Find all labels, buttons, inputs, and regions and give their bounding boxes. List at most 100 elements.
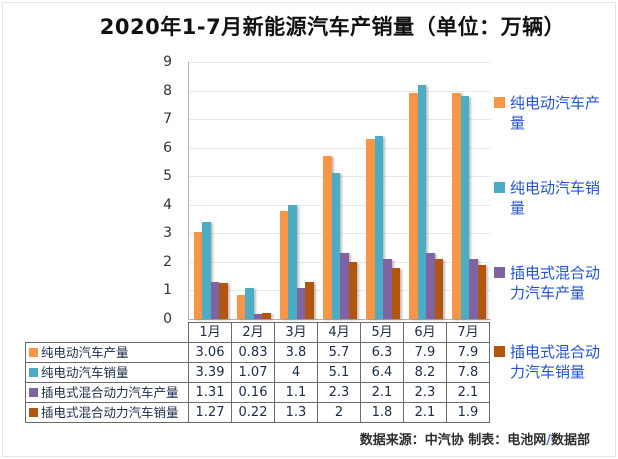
slash-separator: / bbox=[546, 433, 551, 448]
value-cell: 3.8 bbox=[274, 342, 318, 363]
month-header-cell: 7月 bbox=[446, 322, 490, 343]
y-tick-label-8: 8 bbox=[163, 82, 172, 99]
value-cell: 4 bbox=[274, 362, 318, 383]
legend-swatch-icon bbox=[494, 267, 505, 278]
source-note: 数据来源：中汽协 制表：电池网/数据部 bbox=[360, 429, 590, 448]
month-header-cell: 6月 bbox=[403, 322, 447, 343]
legend-label: 插电式混合动力汽车销量 bbox=[510, 343, 601, 381]
value-cell: 5.1 bbox=[317, 362, 361, 383]
bar-series2-month1 bbox=[202, 222, 211, 319]
legend-swatch-icon bbox=[494, 346, 505, 357]
gridline-y5 bbox=[189, 176, 491, 178]
value-cell: 6.3 bbox=[360, 342, 404, 363]
value-cell: 2.3 bbox=[403, 382, 447, 403]
bar-series1-month4 bbox=[323, 156, 332, 319]
series-name: 纯电动汽车产量 bbox=[41, 345, 129, 360]
gridline-y6 bbox=[189, 147, 491, 149]
legend-label: 纯电动汽车销量 bbox=[510, 179, 601, 217]
bar-series1-month5 bbox=[366, 139, 375, 319]
table-row: 插电式混合动力汽车销量 1.27 0.22 1.3 2 1.8 2.1 1.9 bbox=[25, 402, 490, 423]
gridline-y7 bbox=[189, 119, 491, 121]
value-cell: 1.27 bbox=[188, 402, 232, 423]
legend-item-1: 纯电动汽车产量 bbox=[494, 93, 616, 133]
bar-series4-month6 bbox=[434, 259, 444, 319]
legend-swatch-icon bbox=[494, 97, 505, 108]
value-cell: 1.07 bbox=[231, 362, 275, 383]
series-name: 纯电动汽车销量 bbox=[41, 365, 129, 380]
bar-series2-month5 bbox=[374, 136, 384, 319]
bar-series3-month2 bbox=[253, 314, 263, 319]
bar-series3-month3 bbox=[296, 287, 306, 319]
bar-series4-month1 bbox=[219, 282, 228, 319]
bar-series1-month1 bbox=[193, 231, 203, 319]
bar-series2-month2 bbox=[245, 288, 254, 319]
series-swatch-icon bbox=[29, 348, 38, 357]
series-label-cell: 插电式混合动力汽车销量 bbox=[25, 402, 189, 423]
gridline-y9 bbox=[189, 62, 491, 63]
bar-series4-month7 bbox=[477, 264, 487, 319]
value-cell: 1.9 bbox=[446, 402, 490, 423]
table-row: 插电式混合动力汽车产量 1.31 0.16 1.1 2.3 2.1 2.3 2.1 bbox=[25, 382, 490, 403]
series-swatch-icon bbox=[29, 368, 38, 377]
y-tick-label-9: 9 bbox=[163, 54, 172, 70]
bar-series3-month6 bbox=[426, 253, 435, 319]
bar-series3-month5 bbox=[383, 259, 392, 319]
value-cell: 2.3 bbox=[317, 382, 361, 403]
bar-series3-month7 bbox=[469, 259, 478, 319]
month-header-cell: 4月 bbox=[317, 322, 361, 343]
value-cell: 1.1 bbox=[274, 382, 318, 403]
bar-series4-month5 bbox=[391, 267, 401, 319]
table-header-row: 1月 2月 3月 4月 5月 6月 7月 bbox=[26, 322, 490, 343]
series-name: 插电式混合动力汽车产量 bbox=[41, 385, 179, 400]
bar-series3-month4 bbox=[340, 253, 349, 319]
value-cell: 3.39 bbox=[188, 362, 232, 383]
bar-series2-month4 bbox=[331, 173, 340, 319]
month-header-cell: 2月 bbox=[231, 322, 275, 343]
table-row: 纯电动汽车销量 3.39 1.07 4 5.1 6.4 8.2 7.8 bbox=[25, 362, 490, 383]
bar-series1-month6 bbox=[409, 93, 418, 319]
table-blank-corner bbox=[26, 323, 189, 343]
bar-series1-month2 bbox=[236, 295, 246, 319]
plot-area bbox=[188, 62, 491, 320]
y-tick-label-5: 5 bbox=[163, 168, 172, 185]
legend-item-3: 插电式混合动力汽车产量 bbox=[494, 263, 616, 303]
bar-series4-month2 bbox=[262, 312, 271, 319]
value-cell: 3.06 bbox=[188, 342, 232, 363]
value-cell: 1.8 bbox=[360, 402, 404, 423]
legend-label: 纯电动汽车产量 bbox=[510, 94, 601, 132]
month-header-cell: 5月 bbox=[360, 322, 404, 343]
value-cell: 5.7 bbox=[317, 342, 361, 363]
value-cell: 7.9 bbox=[403, 342, 447, 363]
value-cell: 1.3 bbox=[274, 402, 318, 423]
y-tick-label-0: 0 bbox=[163, 311, 172, 327]
data-table: 1月 2月 3月 4月 5月 6月 7月 纯电动汽车产量 3.06 0.83 3.8 5.7 6.3 7.… bbox=[25, 322, 490, 423]
bar-series3-month1 bbox=[210, 281, 220, 319]
legend-item-4: 插电式混合动力汽车销量 bbox=[494, 342, 616, 382]
value-cell: 2 bbox=[317, 402, 361, 423]
dept-text: 数据部 bbox=[550, 433, 590, 448]
series-label-cell: 纯电动汽车产量 bbox=[25, 342, 189, 363]
bar-series1-month3 bbox=[279, 210, 289, 319]
series-swatch-icon bbox=[29, 388, 38, 397]
legend-label: 插电式混合动力汽车产量 bbox=[510, 264, 601, 302]
bar-series2-month7 bbox=[460, 96, 470, 319]
legend-item-2: 纯电动汽车销量 bbox=[494, 178, 616, 218]
series-label-cell: 插电式混合动力汽车产量 bbox=[25, 382, 189, 403]
series-label-cell: 纯电动汽车销量 bbox=[25, 362, 189, 383]
month-header-cell: 1月 bbox=[188, 322, 232, 343]
value-cell: 2.1 bbox=[446, 382, 490, 403]
y-tick-label-6: 6 bbox=[163, 139, 172, 156]
chart-title: 2020年1-7月新能源汽车产销量（单位：万辆） bbox=[99, 15, 566, 39]
bar-series2-month6 bbox=[417, 84, 427, 319]
gridline-y4 bbox=[189, 204, 491, 206]
value-cell: 8.2 bbox=[403, 362, 447, 383]
gridline-y8 bbox=[189, 90, 491, 92]
value-cell: 2.1 bbox=[360, 382, 404, 403]
bar-series4-month4 bbox=[348, 261, 357, 319]
y-tick-label-4: 4 bbox=[163, 196, 172, 213]
gridline-y3 bbox=[189, 233, 491, 235]
bar-series1-month7 bbox=[452, 93, 461, 319]
value-cell: 6.4 bbox=[360, 362, 404, 383]
value-cell: 0.16 bbox=[231, 382, 275, 403]
